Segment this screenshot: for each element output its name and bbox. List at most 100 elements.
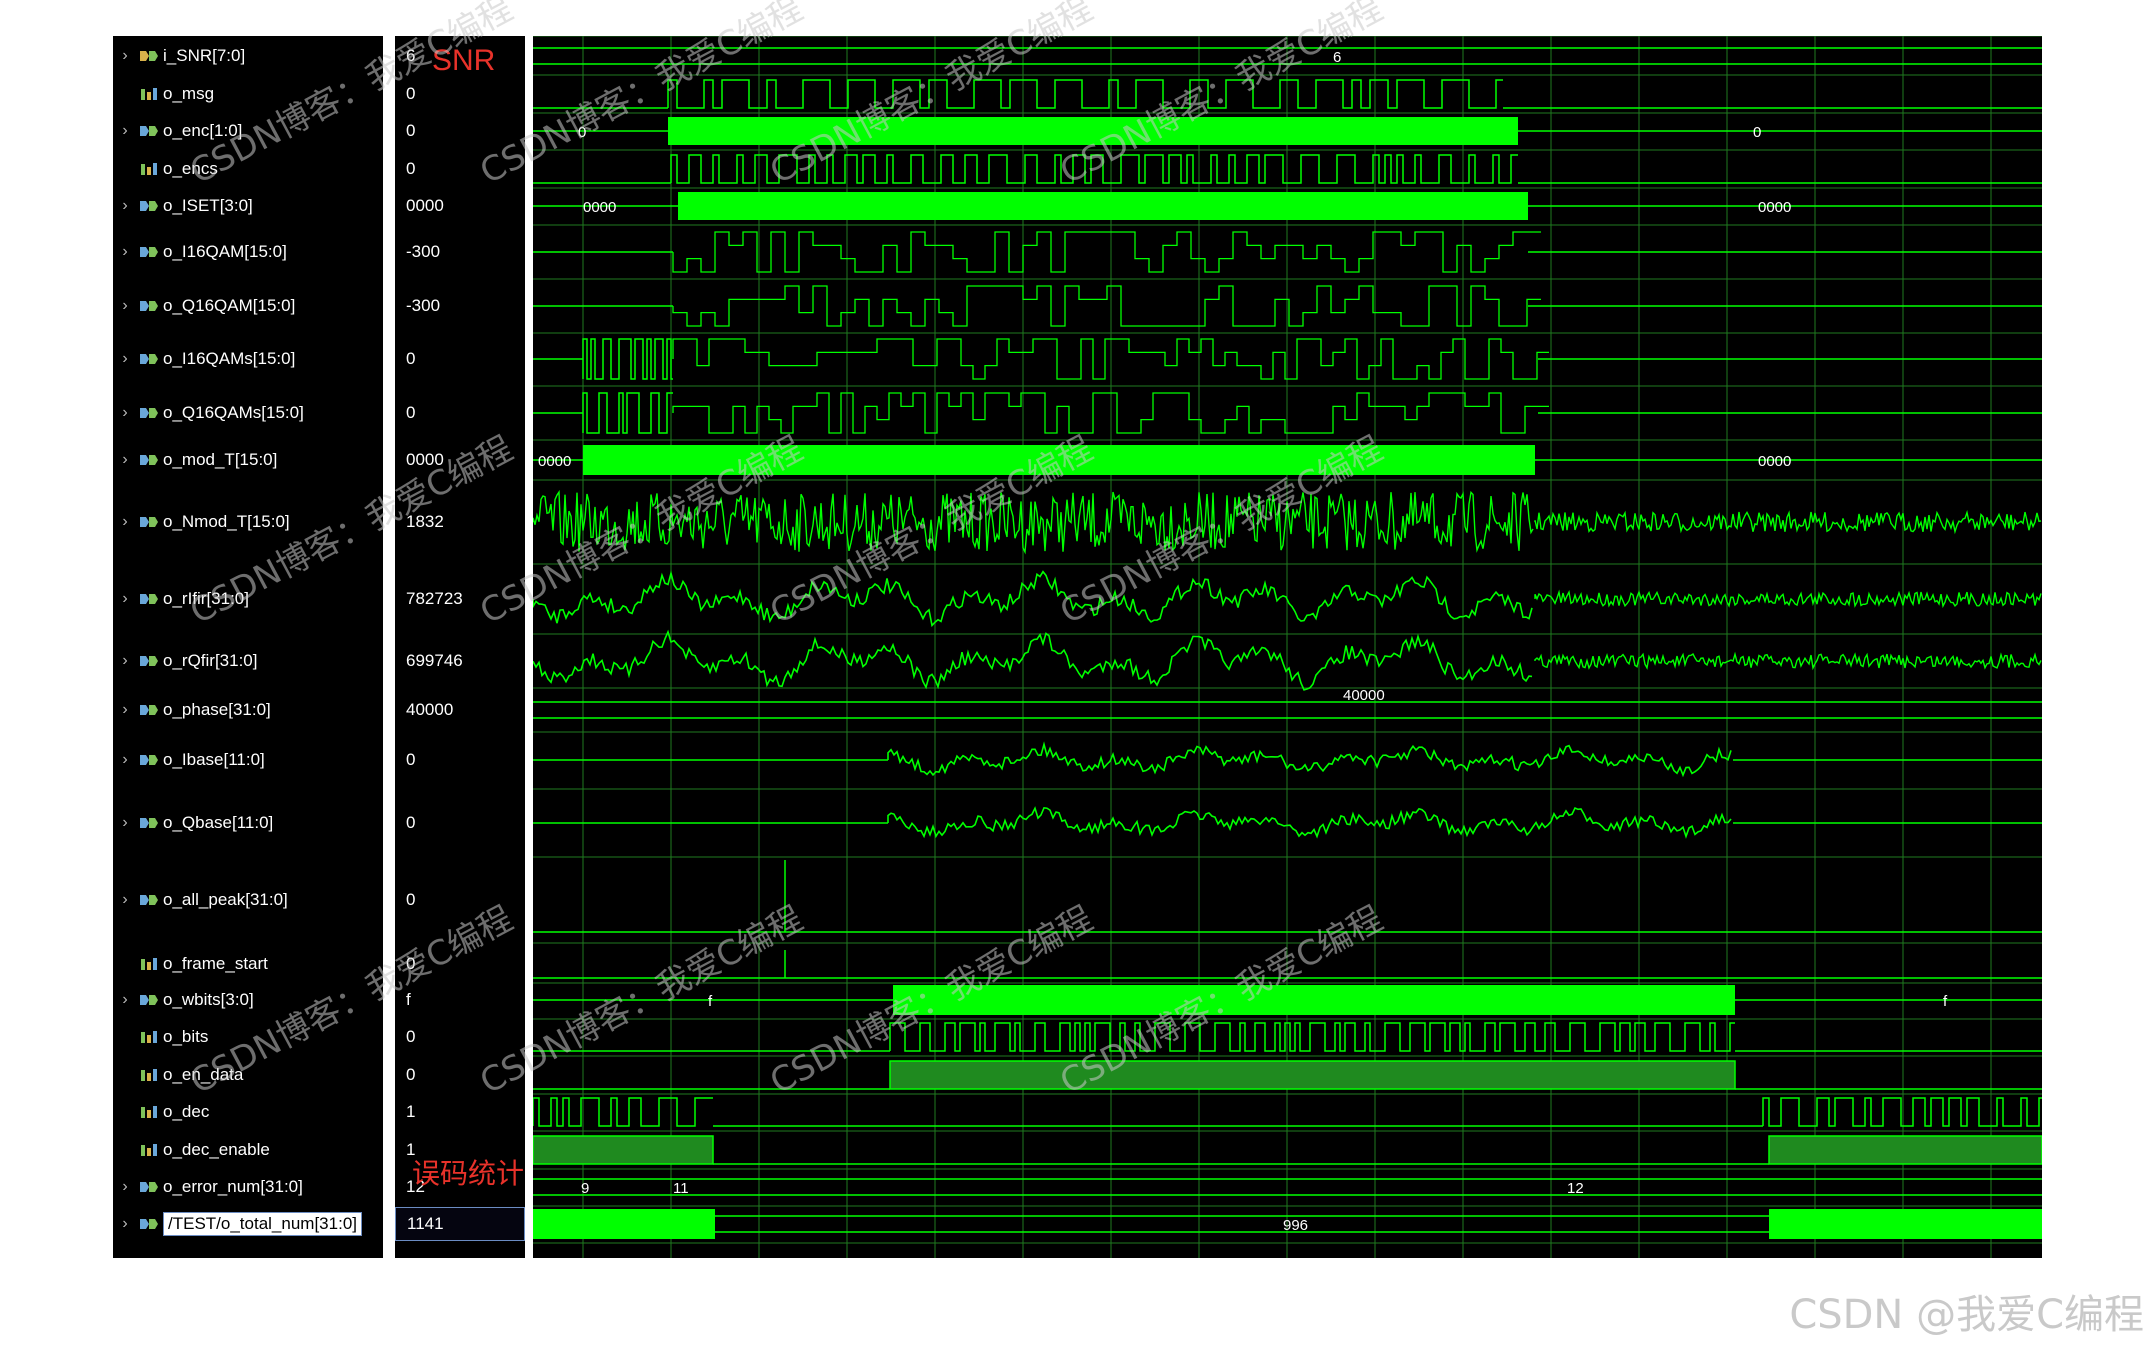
signal-value: 40000 <box>406 700 454 719</box>
analog-trace <box>533 489 1534 555</box>
output-bus-icon <box>140 354 158 364</box>
signal-row[interactable]: › o_Qbase[11:0] <box>113 793 383 853</box>
signal-name[interactable]: /TEST/o_total_num[31:0] <box>163 1212 362 1236</box>
signal-name[interactable]: o_mod_T[15:0] <box>163 450 278 469</box>
signal-row[interactable]: › o_enc[1:0] <box>113 114 383 148</box>
bus-block <box>583 445 1535 475</box>
output-bus-icon <box>140 656 158 666</box>
bit-signal-icon <box>141 1106 157 1118</box>
signal-name[interactable]: o_dec <box>163 1102 210 1121</box>
expand-chevron-icon[interactable]: › <box>122 243 128 260</box>
signal-row[interactable]: ›o_msg <box>113 77 383 111</box>
signal-row[interactable]: › o_Q16QAMs[15:0] <box>113 390 383 436</box>
signal-value: 1832 <box>406 512 444 531</box>
signal-name[interactable]: o_I16QAMs[15:0] <box>163 349 296 368</box>
output-bus-icon <box>140 247 158 257</box>
signal-value: 0 <box>406 159 416 178</box>
signal-name[interactable]: o_Q16QAMs[15:0] <box>163 403 304 422</box>
signal-name[interactable]: o_rIfir[31:0] <box>163 589 249 608</box>
expand-chevron-icon[interactable]: › <box>122 590 128 607</box>
signal-name[interactable]: o_wbits[3:0] <box>163 990 254 1009</box>
signal-value: 12 <box>406 1177 425 1196</box>
signal-row[interactable]: › o_I16QAM[15:0] <box>113 229 383 275</box>
signal-row[interactable]: › o_wbits[3:0] <box>113 983 383 1017</box>
signal-row[interactable]: › o_error_num[31:0] <box>113 1170 383 1204</box>
bus-block <box>893 985 1735 1015</box>
signal-row[interactable]: › o_phase[31:0] <box>113 690 383 730</box>
signal-name[interactable]: o_I16QAM[15:0] <box>163 242 287 261</box>
signal-row[interactable]: ›o_bits <box>113 1020 383 1054</box>
signal-name[interactable]: o_encs <box>163 159 218 178</box>
signal-name[interactable]: o_Ibase[11:0] <box>163 750 265 769</box>
signal-row[interactable]: ›o_dec <box>113 1095 383 1129</box>
signal-value: 0 <box>406 890 416 909</box>
expand-chevron-icon[interactable]: › <box>122 122 128 139</box>
bus-block <box>533 1209 715 1239</box>
enable-high-region <box>1768 1135 2042 1165</box>
signal-row[interactable]: ›o_dec_enable <box>113 1133 383 1167</box>
analog-trace <box>1534 651 2042 671</box>
expand-chevron-icon[interactable]: › <box>122 451 128 468</box>
signal-row[interactable]: › o_I16QAMs[15:0] <box>113 336 383 382</box>
signal-row[interactable]: › o_mod_T[15:0] <box>113 440 383 480</box>
signal-name[interactable]: o_Nmod_T[15:0] <box>163 512 290 531</box>
expand-chevron-icon[interactable]: › <box>122 297 128 314</box>
signal-row[interactable]: › o_rQfir[31:0] <box>113 636 383 686</box>
signal-value: 1141 <box>395 1207 525 1241</box>
signal-name[interactable]: o_all_peak[31:0] <box>163 890 288 909</box>
expand-chevron-icon[interactable]: › <box>122 751 128 768</box>
expand-chevron-icon[interactable]: › <box>122 991 128 1008</box>
expand-chevron-icon[interactable]: › <box>122 404 128 421</box>
signal-row[interactable]: ›o_encs <box>113 152 383 186</box>
signal-name[interactable]: i_SNR[7:0] <box>163 46 246 65</box>
expand-chevron-icon[interactable]: › <box>122 197 128 214</box>
expand-chevron-icon[interactable]: › <box>122 701 128 718</box>
signal-name[interactable]: o_ISET[3:0] <box>163 196 253 215</box>
signal-value: 0 <box>406 121 416 140</box>
expand-chevron-icon[interactable]: › <box>122 1178 128 1195</box>
signal-row[interactable]: ›o_en_data <box>113 1058 383 1092</box>
expand-chevron-icon[interactable]: › <box>122 1215 128 1232</box>
pane-divider[interactable] <box>383 36 395 1258</box>
signal-name[interactable]: o_error_num[31:0] <box>163 1177 303 1196</box>
expand-chevron-icon[interactable]: › <box>122 513 128 530</box>
signal-row[interactable]: › o_ISET[3:0] <box>113 189 383 223</box>
signal-name[interactable]: o_msg <box>163 84 215 103</box>
signal-name[interactable]: o_en_data <box>163 1065 244 1084</box>
signal-row[interactable]: › o_Nmod_T[15:0] <box>113 487 383 557</box>
output-bus-icon <box>140 455 158 465</box>
bit-trace <box>582 392 673 434</box>
analog-trace <box>887 741 1732 778</box>
signal-row[interactable]: › o_Ibase[11:0] <box>113 735 383 785</box>
signal-name[interactable]: o_Qbase[11:0] <box>163 813 274 832</box>
signal-name[interactable]: o_enc[1:0] <box>163 121 243 140</box>
signal-name[interactable]: o_Q16QAM[15:0] <box>163 296 296 315</box>
signal-row[interactable]: › i_SNR[7:0] <box>113 39 383 73</box>
signal-row[interactable]: › /TEST/o_total_num[31:0] <box>113 1207 383 1241</box>
expand-chevron-icon[interactable]: › <box>122 350 128 367</box>
signal-name[interactable]: o_dec_enable <box>163 1140 270 1159</box>
signal-value: 0 <box>406 813 416 832</box>
waveform-pane[interactable]: 6 0 0 0000 0000 0000 0000 40000 f f 9 11 12 996 <box>533 36 2042 1258</box>
expand-chevron-icon[interactable]: › <box>122 47 128 64</box>
wave-value-label: 0000 <box>1758 199 1791 216</box>
output-bus-icon <box>140 126 158 136</box>
signal-name[interactable]: o_frame_start <box>163 954 268 973</box>
signal-value: 0 <box>406 349 416 368</box>
signal-name[interactable]: o_phase[31:0] <box>163 700 271 719</box>
output-bus-icon <box>140 1219 158 1229</box>
expand-chevron-icon[interactable]: › <box>122 814 128 831</box>
output-bus-icon <box>140 594 158 604</box>
signal-row[interactable]: › o_rIfir[31:0] <box>113 564 383 634</box>
signal-name[interactable]: o_bits <box>163 1027 209 1046</box>
signal-value: 0 <box>406 403 416 422</box>
expand-chevron-icon[interactable]: › <box>122 891 128 908</box>
signal-row[interactable]: › o_all_peak[31:0] <box>113 865 383 935</box>
signal-name[interactable]: o_rQfir[31:0] <box>163 651 258 670</box>
expand-chevron-icon[interactable]: › <box>122 652 128 669</box>
pane-divider[interactable] <box>525 36 533 1258</box>
signal-row[interactable]: ›o_frame_start <box>113 947 383 981</box>
enable-high-region <box>889 1060 1736 1090</box>
signal-row[interactable]: › o_Q16QAM[15:0] <box>113 283 383 329</box>
